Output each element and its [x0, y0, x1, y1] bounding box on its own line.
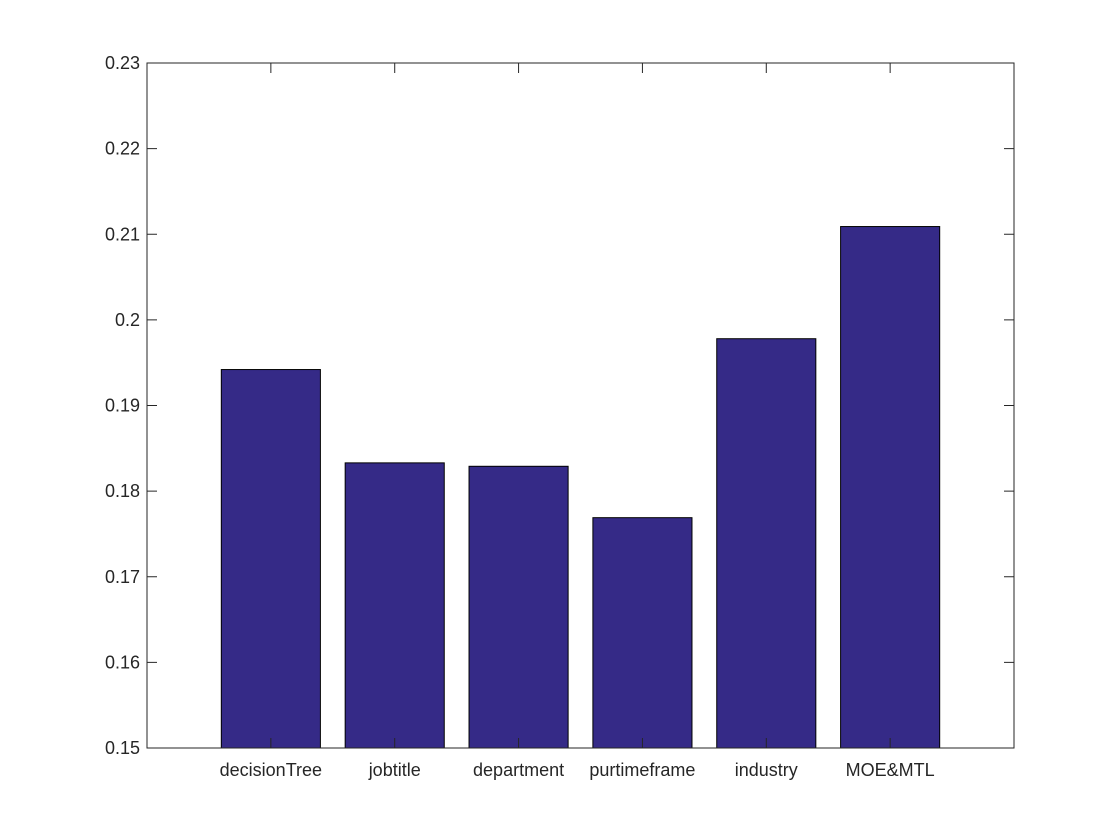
y-tick-label: 0.2	[115, 310, 140, 330]
x-tick-label: department	[473, 760, 564, 780]
bar-decisiontree	[220, 369, 321, 749]
axes-layer	[146, 62, 1015, 749]
x-tick-label: MOE&MTL	[846, 760, 935, 780]
x-tick-label: jobtitle	[368, 760, 421, 780]
x-tick-label: decisionTree	[220, 760, 322, 780]
y-tick-label: 0.17	[105, 567, 140, 587]
y-tick-label: 0.19	[105, 396, 140, 416]
bar-moe-mtl	[840, 226, 941, 749]
x-tick-label: industry	[735, 760, 798, 780]
y-tick-label: 0.15	[105, 738, 140, 758]
bar-department	[468, 465, 569, 749]
bars-layer	[220, 226, 941, 749]
bar-industry	[716, 338, 817, 749]
labels-layer: 0.15 0.16 0.17 0.18 0.19 0.2 0.21 0.22 0.23 decis…	[105, 53, 935, 780]
bar-jobtitle	[344, 462, 445, 749]
bar-purtimeframe	[592, 517, 693, 749]
y-tick-label: 0.21	[105, 224, 140, 244]
y-tick-label: 0.23	[105, 53, 140, 73]
y-tick-label: 0.22	[105, 139, 140, 159]
y-tick-label: 0.18	[105, 481, 140, 501]
x-tick-label: purtimeframe	[589, 760, 695, 780]
y-tick-label: 0.16	[105, 652, 140, 672]
